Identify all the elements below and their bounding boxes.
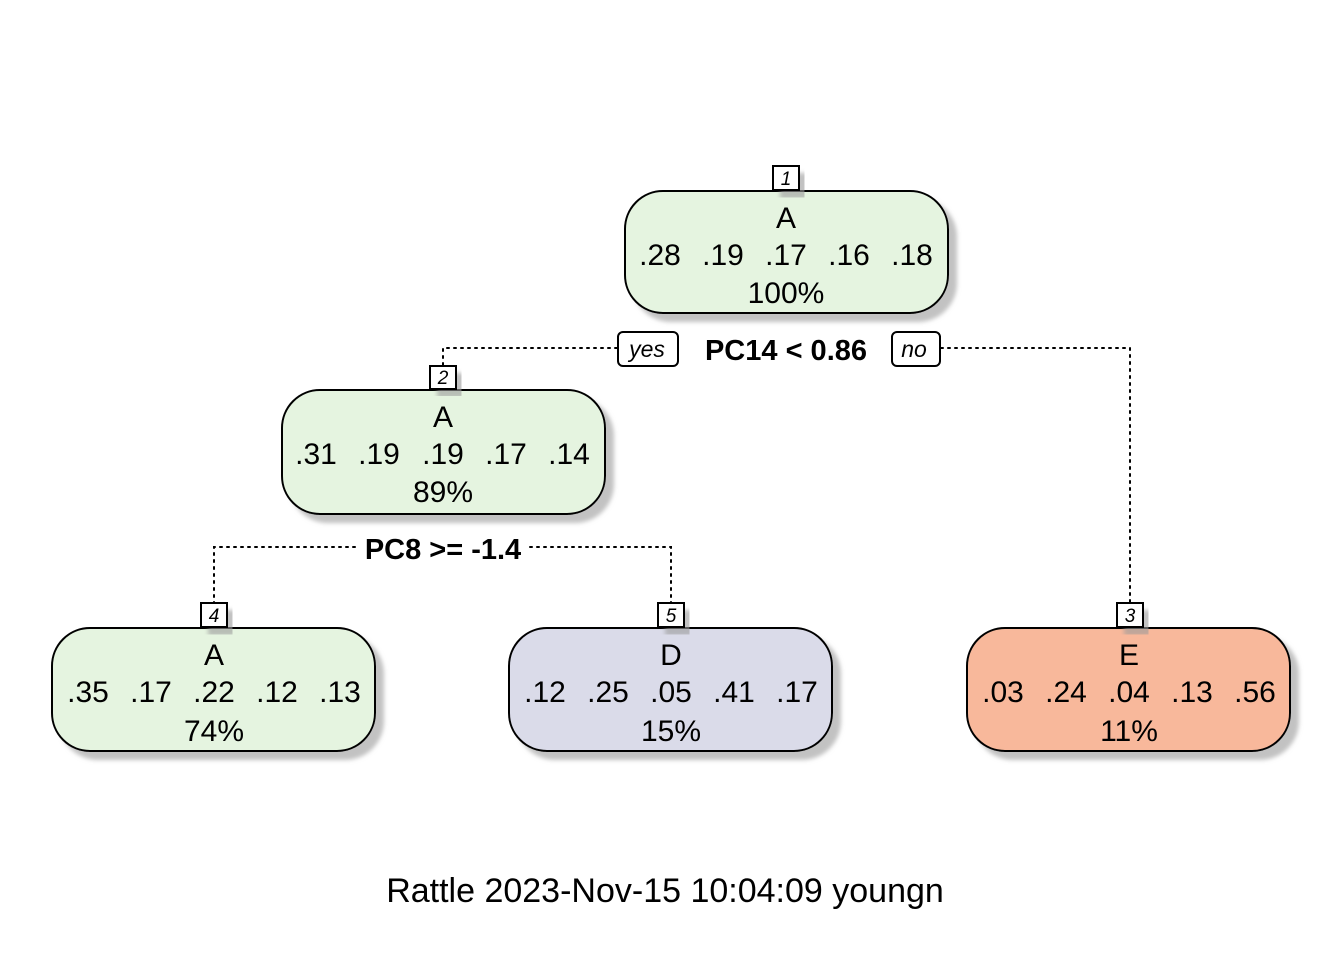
footer-caption: Rattle 2023-Nov-15 10:04:09 youngn — [386, 872, 944, 910]
tree-node-3: 3 E .03 .24 .04 .13 .56 11% — [966, 602, 1291, 752]
node-number: 4 — [209, 606, 220, 627]
node-prob: .17 — [765, 239, 807, 272]
node-prob: .16 — [828, 239, 870, 272]
node-prob: .22 — [193, 676, 235, 709]
edge-1-to-3 — [940, 347, 1131, 604]
node-probabilities: .35 .17 .22 .12 .13 — [67, 676, 361, 709]
tree-node-4: 4 A .35 .17 .22 .12 .13 74% — [51, 602, 376, 752]
node-prob: .17 — [776, 676, 818, 709]
node-prob: .17 — [130, 676, 172, 709]
split-condition: PC14 < 0.86 — [705, 335, 867, 367]
node-probabilities: .03 .24 .04 .13 .56 — [982, 676, 1276, 709]
no-label-box — [891, 331, 941, 367]
edge-1-to-2 — [442, 347, 618, 367]
node-prob: .19 — [422, 438, 464, 471]
node-number: 5 — [666, 606, 677, 627]
node-prob: .14 — [548, 438, 590, 471]
node-prob: .05 — [650, 676, 692, 709]
tree-edges — [213, 347, 1131, 604]
node-prob: .19 — [702, 239, 744, 272]
node-percentage: 100% — [748, 277, 825, 310]
node-prob: .41 — [713, 676, 755, 709]
node-number: 2 — [437, 368, 449, 389]
split-condition: PC8 >= -1.4 — [365, 534, 521, 566]
node-percentage: 15% — [641, 715, 701, 748]
node-class-label: A — [204, 639, 224, 672]
node-prob: .28 — [639, 239, 681, 272]
node-probabilities: .12 .25 .05 .41 .17 — [524, 676, 818, 709]
node-prob: .19 — [358, 438, 400, 471]
node-number: 3 — [1125, 606, 1136, 627]
node-probabilities: .31 .19 .19 .17 .14 — [295, 438, 590, 471]
node-prob: .12 — [524, 676, 566, 709]
node-prob: .04 — [1108, 676, 1150, 709]
node-prob: .35 — [67, 676, 109, 709]
node-class-label: A — [776, 202, 796, 235]
node-class-label: D — [660, 639, 682, 672]
node-probabilities: .28 .19 .17 .16 .18 — [639, 239, 933, 272]
node-prob: .03 — [982, 676, 1024, 709]
tree-node-1: 1 A .28 .19 .17 .16 .18 100% — [624, 165, 949, 314]
node-prob: .25 — [587, 676, 629, 709]
node-class-label: A — [433, 401, 453, 434]
node-number-box — [429, 365, 457, 390]
node-prob: .13 — [319, 676, 361, 709]
yes-label-box — [617, 331, 679, 367]
node-prob: .12 — [256, 676, 298, 709]
node-prob: .31 — [295, 438, 337, 471]
node-class-label: E — [1119, 639, 1139, 672]
node-number-box — [657, 602, 685, 628]
edge-2-to-4 — [213, 546, 356, 604]
tree-node-2: 2 A .31 .19 .19 .17 .14 89% — [281, 365, 606, 515]
yes-label: yes — [627, 336, 665, 362]
node-prob: .56 — [1234, 676, 1276, 709]
split-1: yes PC14 < 0.86 no — [617, 331, 941, 367]
node-number-box — [772, 165, 800, 191]
node-prob: .18 — [891, 239, 933, 272]
node-prob: .13 — [1171, 676, 1213, 709]
node-number-box — [1116, 602, 1144, 628]
edge-2-to-5 — [529, 546, 672, 604]
tree-node-5: 5 D .12 .25 .05 .41 .17 15% — [508, 602, 833, 752]
no-label: no — [901, 336, 927, 362]
split-2: PC8 >= -1.4 — [365, 534, 521, 566]
node-percentage: 74% — [184, 715, 244, 748]
node-number-box — [200, 602, 228, 628]
node-prob: .17 — [485, 438, 527, 471]
node-percentage: 11% — [1100, 715, 1158, 748]
node-percentage: 89% — [413, 476, 473, 509]
node-prob: .24 — [1045, 676, 1087, 709]
node-number: 1 — [781, 169, 792, 190]
